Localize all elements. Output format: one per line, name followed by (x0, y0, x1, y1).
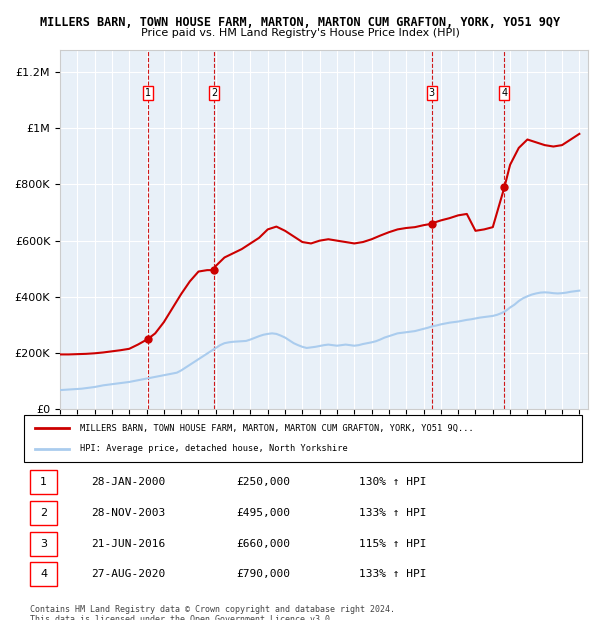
Text: 2: 2 (40, 508, 47, 518)
Text: 133% ↑ HPI: 133% ↑ HPI (359, 508, 426, 518)
Text: Contains HM Land Registry data © Crown copyright and database right 2024.
This d: Contains HM Land Registry data © Crown c… (30, 604, 395, 620)
Text: 1: 1 (145, 88, 151, 98)
Text: Price paid vs. HM Land Registry's House Price Index (HPI): Price paid vs. HM Land Registry's House … (140, 28, 460, 38)
FancyBboxPatch shape (29, 471, 58, 494)
Text: MILLERS BARN, TOWN HOUSE FARM, MARTON, MARTON CUM GRAFTON, YORK, YO51 9Q...: MILLERS BARN, TOWN HOUSE FARM, MARTON, M… (80, 424, 473, 433)
Text: 28-JAN-2000: 28-JAN-2000 (91, 477, 165, 487)
Text: 115% ↑ HPI: 115% ↑ HPI (359, 539, 426, 549)
FancyBboxPatch shape (24, 415, 582, 462)
Text: 3: 3 (40, 539, 47, 549)
Text: 28-NOV-2003: 28-NOV-2003 (91, 508, 165, 518)
Text: 21-JUN-2016: 21-JUN-2016 (91, 539, 165, 549)
Text: 27-AUG-2020: 27-AUG-2020 (91, 569, 165, 579)
Text: MILLERS BARN, TOWN HOUSE FARM, MARTON, MARTON CUM GRAFTON, YORK, YO51 9QY: MILLERS BARN, TOWN HOUSE FARM, MARTON, M… (40, 16, 560, 29)
Text: 130% ↑ HPI: 130% ↑ HPI (359, 477, 426, 487)
FancyBboxPatch shape (29, 562, 58, 587)
Text: 4: 4 (40, 569, 47, 579)
Text: 4: 4 (502, 88, 508, 98)
Text: £660,000: £660,000 (236, 539, 290, 549)
Text: 133% ↑ HPI: 133% ↑ HPI (359, 569, 426, 579)
FancyBboxPatch shape (29, 531, 58, 556)
Text: 1: 1 (40, 477, 47, 487)
Text: £495,000: £495,000 (236, 508, 290, 518)
Text: 3: 3 (428, 88, 435, 98)
Text: 2: 2 (211, 88, 218, 98)
Text: HPI: Average price, detached house, North Yorkshire: HPI: Average price, detached house, Nort… (80, 445, 347, 453)
Text: £790,000: £790,000 (236, 569, 290, 579)
FancyBboxPatch shape (29, 501, 58, 525)
Text: £250,000: £250,000 (236, 477, 290, 487)
